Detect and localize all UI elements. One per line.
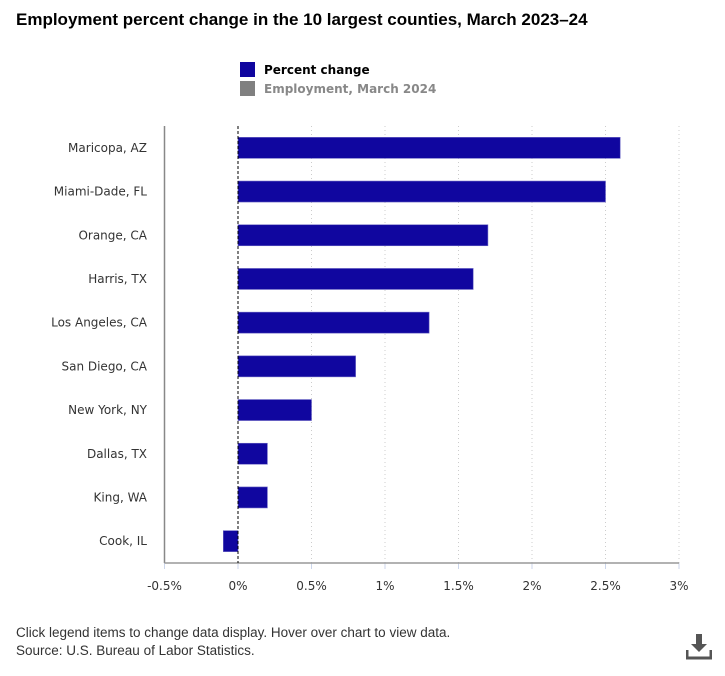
legend-item-percent-change[interactable]: Percent change: [240, 60, 436, 79]
bar[interactable]: [237, 224, 489, 247]
y-tick-label: King, WA: [94, 490, 148, 504]
y-tick-label: Cook, IL: [99, 534, 147, 548]
bar[interactable]: [237, 268, 474, 290]
download-icon[interactable]: [686, 632, 712, 660]
bar[interactable]: [223, 530, 239, 552]
footer-source: Source: U.S. Bureau of Labor Statistics.: [16, 643, 255, 658]
y-tick-label: Dallas, TX: [87, 447, 147, 461]
legend-label: Percent change: [264, 62, 370, 77]
footer: Click legend items to change data displa…: [16, 624, 450, 660]
bar[interactable]: [237, 311, 430, 334]
bar[interactable]: [237, 486, 268, 509]
y-tick-label: Maricopa, AZ: [68, 141, 147, 155]
y-tick-label: Harris, TX: [88, 272, 147, 286]
y-tick-label: San Diego, CA: [61, 359, 147, 373]
x-tick-label: 0.5%: [296, 579, 327, 593]
y-tick-label: Los Angeles, CA: [51, 316, 148, 330]
y-tick-label: Orange, CA: [78, 228, 147, 242]
chart-title: Employment percent change in the 10 larg…: [16, 10, 588, 29]
bar[interactable]: [237, 137, 621, 159]
x-tick-label: 2%: [522, 579, 541, 593]
legend-item-employment[interactable]: Employment, March 2024: [240, 79, 436, 98]
x-tick-label: 1.5%: [443, 579, 474, 593]
bar-chart[interactable]: -0.5% 0% 0.5% 1% 1.5% 2% 2.5% 3% Maricopa, AZ Mia…: [0, 0, 725, 600]
footer-note: Click legend items to change data displa…: [16, 625, 451, 640]
x-tick-label: 2.5%: [590, 579, 621, 593]
x-tick-label: 1%: [375, 579, 394, 593]
x-tick-label: 0%: [228, 579, 247, 593]
bar[interactable]: [237, 180, 606, 203]
x-tick-label: -0.5%: [147, 579, 182, 593]
bar[interactable]: [237, 355, 356, 378]
x-tick-label: 3%: [669, 579, 688, 593]
legend-swatch: [240, 62, 255, 77]
legend-label: Employment, March 2024: [264, 81, 437, 96]
bar[interactable]: [237, 442, 268, 465]
y-tick-label: Miami-Dade, FL: [54, 185, 148, 199]
y-tick-label: New York, NY: [68, 403, 148, 417]
bar[interactable]: [237, 399, 312, 421]
legend-swatch: [240, 81, 255, 96]
legend: Percent change Employment, March 2024: [240, 60, 436, 98]
